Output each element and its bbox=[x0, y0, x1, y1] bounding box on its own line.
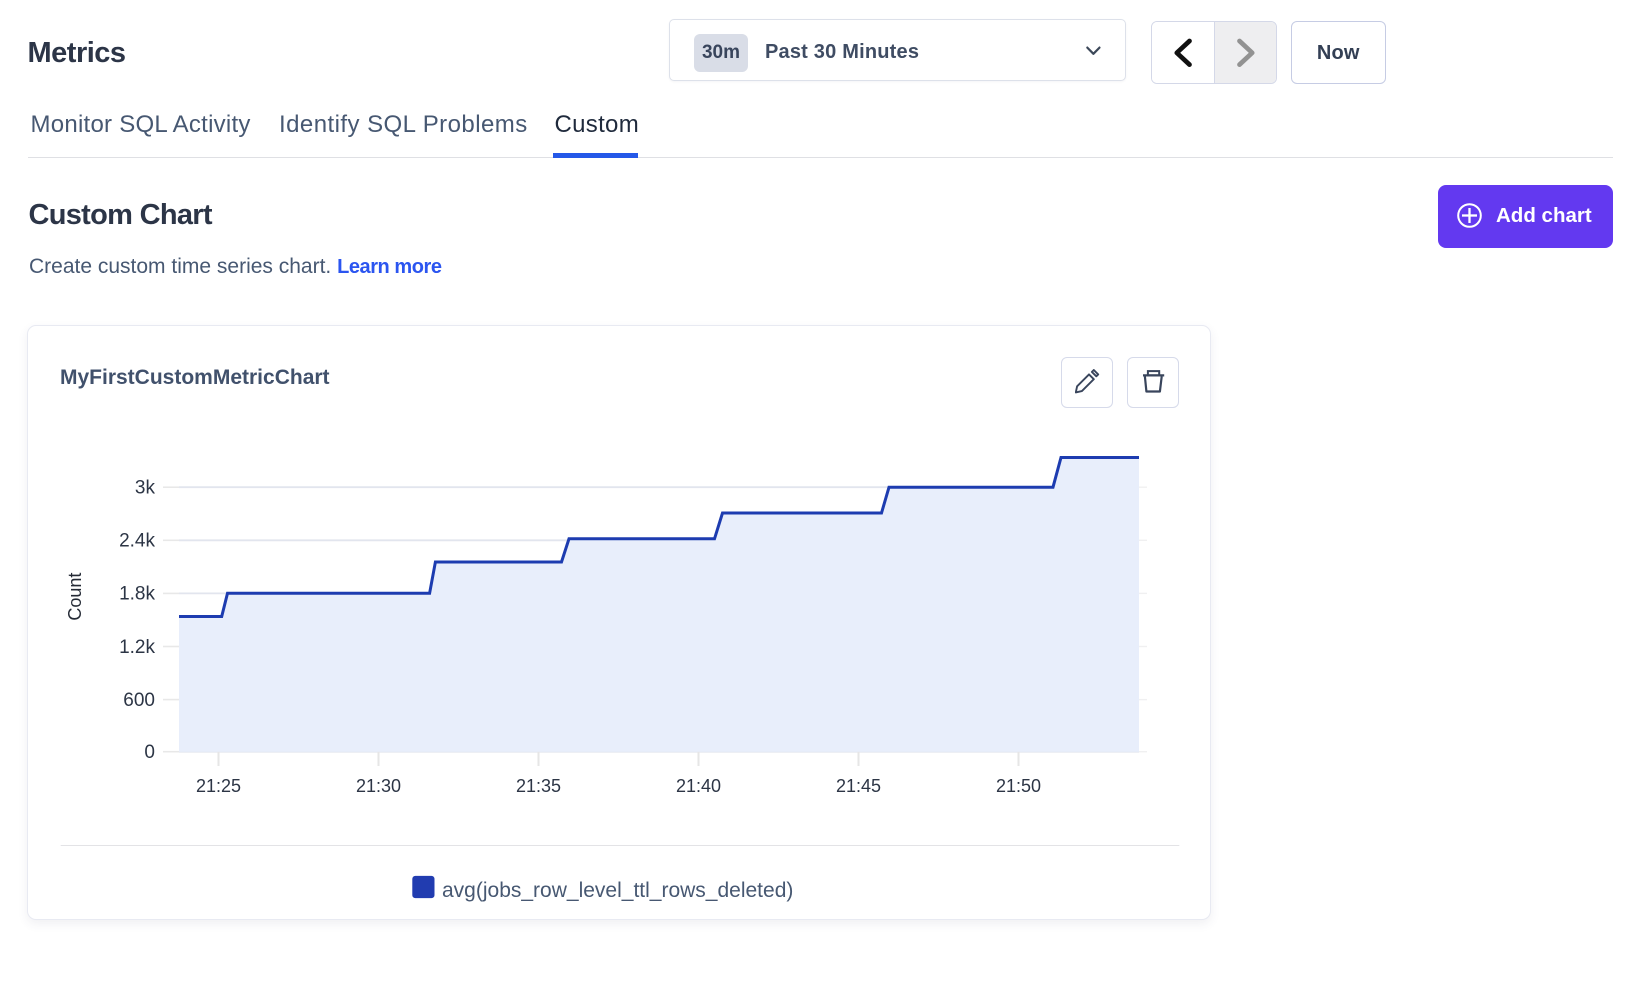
svg-text:0: 0 bbox=[144, 742, 155, 763]
svg-text:2.4k: 2.4k bbox=[119, 531, 155, 552]
svg-text:Count: Count bbox=[65, 573, 85, 621]
svg-text:avg(jobs_row_level_ttl_rows_de: avg(jobs_row_level_ttl_rows_deleted) bbox=[442, 879, 793, 902]
svg-text:21:35: 21:35 bbox=[516, 776, 561, 796]
svg-text:1.2k: 1.2k bbox=[119, 637, 155, 658]
svg-text:21:25: 21:25 bbox=[196, 776, 241, 796]
svg-text:1.8k: 1.8k bbox=[119, 584, 155, 605]
svg-text:21:50: 21:50 bbox=[996, 776, 1041, 796]
svg-text:21:30: 21:30 bbox=[356, 776, 401, 796]
svg-text:600: 600 bbox=[123, 690, 155, 711]
svg-text:3k: 3k bbox=[135, 478, 156, 499]
svg-text:21:40: 21:40 bbox=[676, 776, 721, 796]
svg-text:21:45: 21:45 bbox=[836, 776, 881, 796]
